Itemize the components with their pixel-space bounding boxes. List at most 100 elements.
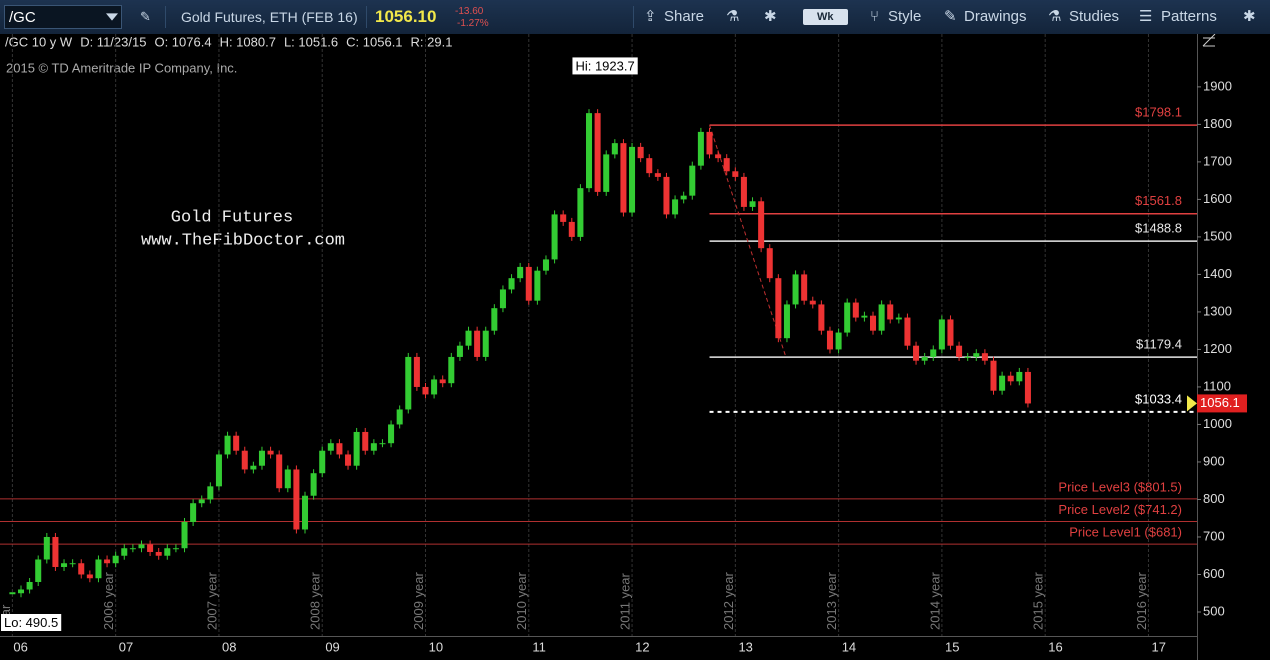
fib-level-label: $1798.1 [1135, 105, 1182, 120]
candle [353, 431, 360, 466]
y-tick-label: 1900 [1203, 78, 1232, 93]
candle [43, 536, 50, 560]
candle [732, 171, 739, 177]
settings-icon[interactable]: ✱ [764, 8, 777, 25]
studies-button[interactable]: Studies [1069, 8, 1120, 25]
share-icon[interactable]: ⇪ [644, 8, 657, 25]
candle [758, 201, 765, 249]
candle [258, 450, 265, 466]
candle [267, 450, 274, 455]
candle [585, 113, 593, 189]
candle [491, 308, 498, 331]
candle [1024, 371, 1031, 404]
watermark-title: Gold Futures [171, 208, 293, 227]
year-label: 2007 year [204, 572, 219, 630]
candle [310, 473, 317, 496]
candle [224, 435, 231, 455]
candle [69, 563, 76, 565]
info-item: D: 11/23/15 [80, 34, 146, 49]
candle [396, 409, 403, 425]
candle [276, 454, 283, 489]
candle [1016, 371, 1023, 382]
candle [198, 499, 205, 504]
last-tag-label: 1056.1 [1200, 395, 1240, 410]
style-icon[interactable]: ⑂ [870, 8, 880, 25]
candle [121, 548, 128, 556]
candle [327, 443, 334, 451]
candle [319, 450, 326, 474]
x-tick-label: 09 [325, 639, 339, 654]
symbol-box[interactable]: /GC [4, 5, 122, 29]
candle [517, 266, 524, 279]
candle [801, 274, 808, 301]
y-tick-label: 800 [1203, 491, 1225, 506]
candle [542, 259, 549, 271]
info-item: C: 1056.1 [346, 34, 402, 49]
year-label: 2014 year [927, 572, 942, 630]
watermark-url: www.TheFibDoctor.com [141, 231, 345, 250]
x-tick-label: 08 [222, 639, 236, 654]
y-tick-label: 900 [1203, 453, 1225, 468]
y-tick-label: 1300 [1203, 303, 1232, 318]
y-tick-label: 1800 [1203, 116, 1232, 131]
description: Gold Futures, ETH (FEB 16) [181, 9, 358, 25]
candle [465, 330, 472, 346]
price-level-label: Price Level2 ($741.2) [1058, 502, 1182, 517]
drawings-button[interactable]: Drawings [964, 8, 1027, 25]
style-button[interactable]: Style [888, 8, 922, 25]
patterns-icon[interactable]: ☰ [1139, 8, 1153, 25]
candle [147, 544, 154, 552]
studies-icon[interactable]: ⚗ [1048, 8, 1062, 25]
info-item: R: 29.1 [411, 34, 453, 49]
aggregation-button[interactable]: Wk [803, 9, 848, 25]
fib-level-label: $1033.4 [1135, 391, 1182, 406]
candle [388, 424, 395, 444]
y-axis-line [1197, 34, 1198, 660]
chart-bg [0, 34, 1270, 660]
candle [611, 143, 618, 155]
candle [370, 443, 377, 451]
y-tick-label: 1100 [1203, 378, 1231, 393]
patterns-button[interactable]: Patterns [1161, 8, 1217, 25]
candle [534, 270, 541, 301]
candle [835, 332, 842, 350]
chart: /GC 10 y W D: 11/23/15 O: 1076.4 H: 1080.7 L… [0, 34, 1270, 660]
candle [215, 454, 222, 487]
candle [706, 131, 713, 155]
candle [284, 469, 291, 489]
year-label: 2011 year [618, 572, 633, 630]
candle [456, 345, 463, 357]
candle [603, 154, 610, 192]
y-tick-label: 1200 [1203, 341, 1232, 356]
candle [999, 375, 1006, 391]
candle [499, 289, 506, 309]
candle [904, 317, 911, 346]
candle [938, 319, 945, 350]
candle [680, 195, 687, 200]
link-icon[interactable]: ✎ [140, 9, 151, 24]
copyright: 2015 © TD Ameritrade IP Company, Inc. [6, 60, 237, 75]
x-tick-label: 14 [842, 639, 856, 654]
settings-gear[interactable]: ✱ [1243, 8, 1256, 25]
candle [61, 563, 68, 567]
lab-icon[interactable]: ⚗ [726, 8, 740, 25]
candle [637, 146, 644, 159]
expand-icon[interactable] [1202, 34, 1216, 47]
dropdown-icon[interactable] [106, 13, 118, 21]
fib-level-label: $1179.4 [1136, 337, 1182, 352]
candle [921, 356, 928, 361]
candle [190, 503, 197, 522]
candle [164, 548, 171, 556]
drawings-icon[interactable]: ✎ [944, 8, 957, 25]
info-item: H: 1080.7 [220, 34, 276, 49]
candle [783, 304, 790, 339]
candle [577, 188, 584, 237]
candle [78, 563, 85, 575]
candle [844, 302, 851, 333]
toolbar: /GC ✎ Gold Futures, ETH (FEB 16) 1056.10… [0, 0, 1270, 34]
candle [439, 379, 446, 384]
candle [654, 173, 661, 177]
info-item: L: 1051.6 [284, 34, 338, 49]
share-button[interactable]: Share [664, 8, 705, 25]
candle [646, 158, 653, 174]
